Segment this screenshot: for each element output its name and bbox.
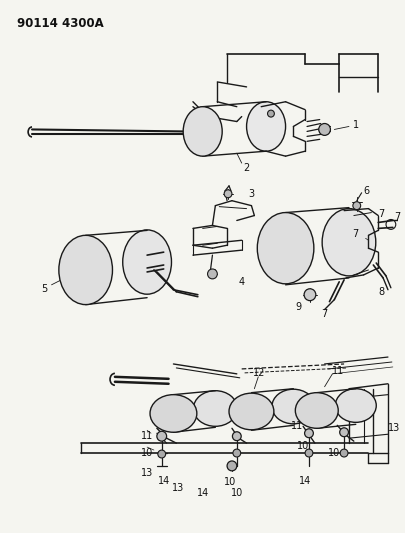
Circle shape — [319, 124, 330, 135]
Text: 11: 11 — [291, 421, 303, 431]
Text: 13: 13 — [388, 423, 400, 433]
Circle shape — [232, 432, 241, 441]
Text: 14: 14 — [158, 476, 170, 486]
Ellipse shape — [295, 393, 338, 429]
Ellipse shape — [322, 208, 376, 276]
Text: 14: 14 — [299, 476, 311, 486]
Ellipse shape — [183, 107, 222, 156]
Text: 13: 13 — [141, 468, 153, 478]
Circle shape — [157, 431, 166, 441]
Text: 14: 14 — [196, 488, 209, 498]
Circle shape — [233, 449, 241, 457]
Ellipse shape — [257, 213, 314, 284]
Circle shape — [340, 428, 348, 437]
Text: 10: 10 — [297, 441, 309, 451]
Ellipse shape — [123, 230, 171, 294]
Text: 4: 4 — [239, 277, 245, 287]
Circle shape — [268, 110, 274, 117]
Text: 11: 11 — [332, 366, 344, 376]
Text: 9: 9 — [295, 302, 301, 312]
Ellipse shape — [59, 236, 113, 304]
Circle shape — [208, 269, 217, 279]
Text: 1: 1 — [353, 120, 359, 131]
Text: 10: 10 — [141, 448, 153, 458]
Text: 11: 11 — [141, 431, 153, 441]
Text: 8: 8 — [378, 287, 384, 297]
Text: 12: 12 — [253, 368, 265, 378]
Ellipse shape — [272, 389, 315, 424]
Circle shape — [227, 461, 237, 471]
Text: 13: 13 — [172, 483, 184, 492]
Text: 10: 10 — [231, 488, 243, 498]
Ellipse shape — [335, 389, 376, 422]
Text: 2: 2 — [243, 163, 250, 173]
Text: 7: 7 — [394, 212, 401, 222]
Circle shape — [224, 190, 232, 198]
Text: 6: 6 — [363, 186, 370, 196]
Text: 7: 7 — [378, 208, 384, 219]
Text: 3: 3 — [248, 189, 254, 199]
Circle shape — [158, 450, 166, 458]
Circle shape — [340, 449, 348, 457]
Ellipse shape — [150, 394, 197, 432]
Circle shape — [304, 289, 316, 301]
Text: 10: 10 — [224, 477, 236, 487]
Ellipse shape — [229, 393, 274, 430]
Text: 7: 7 — [353, 229, 359, 239]
Text: 7: 7 — [322, 310, 328, 319]
Text: 90114 4300A: 90114 4300A — [17, 17, 104, 30]
Ellipse shape — [247, 102, 286, 151]
Ellipse shape — [194, 391, 237, 426]
Circle shape — [305, 449, 313, 457]
Text: 10: 10 — [328, 448, 341, 458]
Circle shape — [305, 429, 313, 438]
Text: 5: 5 — [42, 284, 48, 294]
Circle shape — [353, 201, 361, 209]
